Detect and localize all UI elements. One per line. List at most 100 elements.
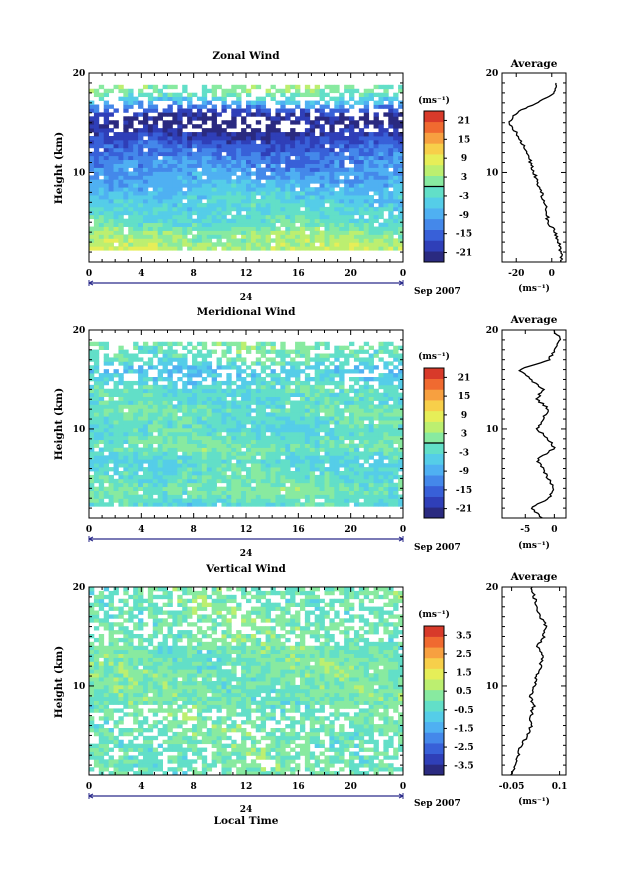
heatmap-cell bbox=[177, 167, 183, 172]
heatmap-cell bbox=[353, 210, 360, 216]
heatmap-cell bbox=[133, 467, 139, 472]
heatmap-cell bbox=[344, 242, 350, 247]
heatmap-cell bbox=[162, 416, 168, 421]
heatmap-cell bbox=[192, 159, 198, 164]
heatmap-cell bbox=[324, 147, 330, 153]
heatmap-cell bbox=[196, 202, 203, 208]
heatmap-cell bbox=[177, 396, 183, 401]
heatmap-cell bbox=[162, 199, 168, 204]
heatmap-cell bbox=[373, 424, 379, 429]
heatmap-cell bbox=[157, 388, 163, 394]
heatmap-cell bbox=[324, 163, 330, 168]
heatmap-cell bbox=[393, 439, 399, 444]
heatmap-cell bbox=[314, 151, 320, 157]
heatmap-cell bbox=[304, 443, 311, 448]
heatmap-cell bbox=[314, 214, 320, 220]
heatmap-cell bbox=[378, 202, 384, 208]
heatmap-cell bbox=[187, 132, 193, 137]
heatmap-cell bbox=[299, 361, 306, 366]
heatmap-cell bbox=[378, 474, 384, 480]
heatmap-cell bbox=[231, 486, 237, 491]
heatmap-cell bbox=[192, 451, 198, 456]
date-month-year: Sep 2007 bbox=[414, 287, 461, 297]
heatmap-cell bbox=[344, 175, 350, 180]
panel-title: Zonal Wind bbox=[212, 50, 280, 62]
heatmap-cell bbox=[226, 384, 232, 390]
heatmap-cell bbox=[172, 498, 178, 503]
heatmap-cell bbox=[344, 427, 350, 433]
heatmap-cell bbox=[231, 431, 237, 437]
heatmap-cell bbox=[187, 116, 193, 121]
heatmap-cell bbox=[265, 199, 271, 204]
heatmap-cell bbox=[187, 171, 193, 176]
heatmap-cell bbox=[324, 380, 330, 386]
heatmap-cell bbox=[142, 116, 149, 121]
heatmap-cell bbox=[231, 218, 237, 224]
heatmap-cell bbox=[133, 143, 139, 149]
heatmap-cell bbox=[93, 108, 100, 113]
heatmap-cell bbox=[304, 392, 311, 397]
heatmap-cell bbox=[196, 373, 203, 378]
heatmap-cell bbox=[324, 439, 330, 444]
heatmap-cell bbox=[270, 191, 276, 196]
heatmap-cell bbox=[339, 191, 345, 196]
heatmap-cell bbox=[246, 171, 252, 176]
heatmap-cell bbox=[285, 502, 291, 507]
heatmap-cell bbox=[138, 357, 144, 362]
heatmap-cell bbox=[388, 490, 394, 495]
heatmap-cell bbox=[108, 502, 114, 507]
colorbar-tick-label: -3 bbox=[459, 192, 469, 202]
heatmap-cell bbox=[201, 463, 208, 468]
heatmap-cell bbox=[373, 179, 379, 184]
heatmap-cell bbox=[93, 455, 100, 460]
heatmap-cell bbox=[383, 199, 389, 204]
heatmap-cell bbox=[162, 365, 168, 370]
heatmap-cell bbox=[241, 183, 247, 188]
heatmap-cell bbox=[280, 467, 286, 472]
heatmap-cell bbox=[211, 120, 217, 125]
heatmap-cell bbox=[128, 88, 134, 94]
heatmap-cell bbox=[344, 187, 350, 192]
heatmap-cell bbox=[314, 502, 320, 507]
heatmap-cell bbox=[201, 388, 208, 394]
heatmap-cell bbox=[167, 494, 173, 499]
heatmap-cell bbox=[221, 353, 227, 358]
heatmap-cell bbox=[113, 408, 119, 413]
heatmap-cell bbox=[339, 400, 345, 405]
heatmap-cell bbox=[290, 361, 296, 366]
heatmap-cell bbox=[368, 365, 374, 370]
heatmap-cell bbox=[363, 443, 370, 448]
heatmap-cell bbox=[118, 459, 124, 464]
heatmap-cell bbox=[290, 167, 296, 172]
heatmap-cell bbox=[123, 116, 129, 121]
heatmap-cell bbox=[103, 155, 110, 161]
heatmap-cell bbox=[255, 412, 262, 417]
heatmap-cell bbox=[388, 120, 394, 125]
heatmap-cell bbox=[250, 104, 257, 109]
heatmap-cell bbox=[388, 132, 394, 137]
heatmap-cell bbox=[241, 424, 247, 429]
heatmap-cell bbox=[142, 384, 149, 390]
heatmap-cell bbox=[246, 396, 252, 401]
heatmap-cell bbox=[177, 163, 183, 168]
heatmap-cell bbox=[206, 155, 213, 161]
heatmap-cell bbox=[270, 187, 276, 192]
heatmap-cell bbox=[201, 361, 208, 366]
heatmap-cell bbox=[206, 404, 213, 409]
heatmap-cell bbox=[358, 92, 365, 98]
heatmap-cell bbox=[304, 377, 311, 382]
heatmap-cell bbox=[231, 167, 237, 172]
heatmap-cell bbox=[255, 206, 262, 212]
heatmap-cell bbox=[304, 171, 311, 176]
heatmap-cell bbox=[128, 147, 134, 153]
heatmap-cell bbox=[319, 128, 325, 133]
heatmap-cell bbox=[182, 230, 188, 235]
heatmap-cell bbox=[309, 431, 316, 437]
heatmap-cell bbox=[314, 218, 320, 224]
heatmap-cell bbox=[226, 486, 232, 491]
heatmap-cell bbox=[378, 120, 384, 125]
heatmap-cell bbox=[290, 365, 296, 370]
heatmap-cell bbox=[152, 424, 159, 429]
heatmap-cell bbox=[329, 167, 335, 172]
heatmap-cell bbox=[246, 431, 252, 437]
